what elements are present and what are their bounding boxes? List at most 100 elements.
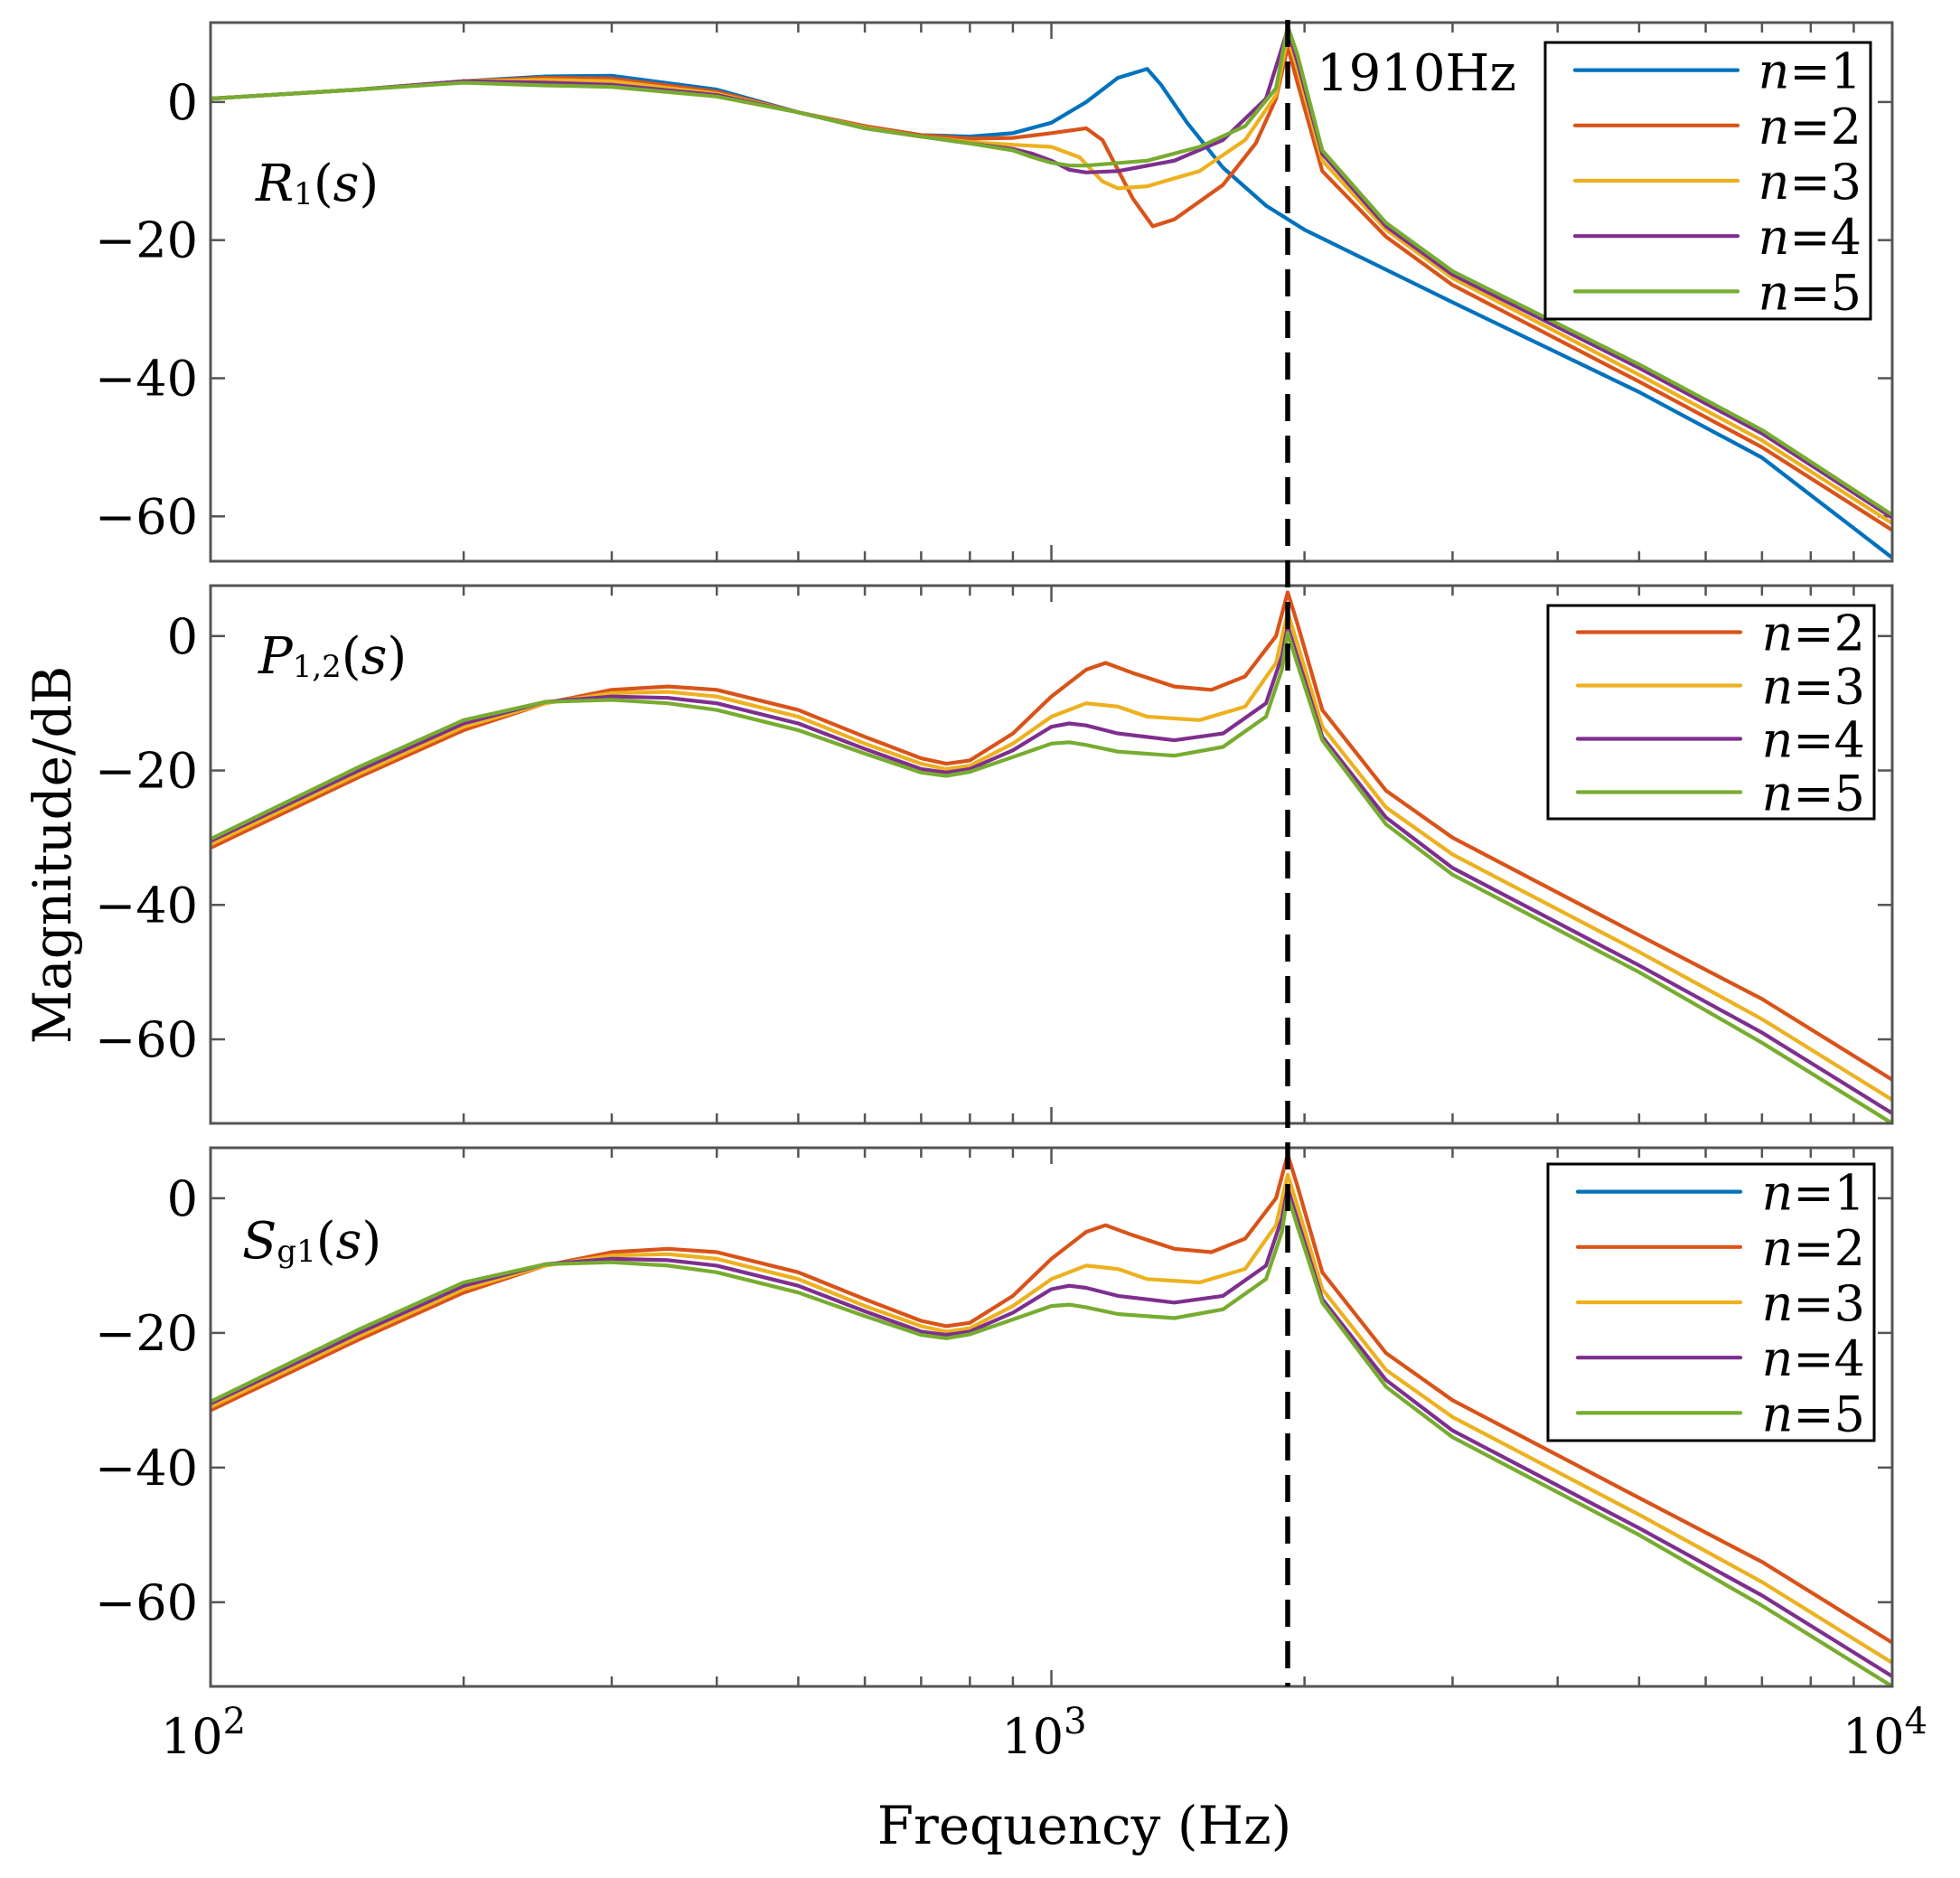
- panels-layer: 0−20−40−60R1(s)0−20−40−60P1,2(s)0−20−40−…: [95, 21, 1894, 1688]
- legend-label-n2: n=2: [1762, 1220, 1865, 1277]
- legend-label-n2: n=2: [1758, 99, 1862, 155]
- y-tick-label: 0: [167, 74, 198, 131]
- panel-label-paren-open: (: [342, 627, 361, 686]
- panel-label-paren-close: ): [359, 155, 379, 213]
- panel-frame: [209, 584, 1894, 1125]
- legend-label-n4: n=4: [1762, 712, 1865, 769]
- legend-label-var: n: [1758, 99, 1790, 155]
- legend-label-value: =3: [1793, 1275, 1865, 1332]
- series-group: [211, 23, 1892, 560]
- x-tick-exponent: 4: [1905, 1701, 1927, 1742]
- y-tick-label: −40: [95, 351, 198, 408]
- legend-label-value: =1: [1793, 1165, 1865, 1222]
- overlay-layer: n=1n=2n=3n=4n=5n=2n=3n=4n=5n=1n=2n=3n=4n…: [1317, 41, 1876, 1442]
- panel-label-var: s: [336, 1212, 362, 1271]
- y-tick-label: −20: [95, 743, 198, 800]
- x-tick-exponent: 2: [223, 1701, 246, 1742]
- legend-label-var: n: [1762, 659, 1794, 716]
- panel-label-var: s: [361, 627, 388, 686]
- legend-R1: n=1n=2n=3n=4n=5: [1543, 41, 1872, 321]
- x-axis-title: Frequency (Hz): [877, 1795, 1292, 1856]
- x-tick-base: 10: [1843, 1708, 1905, 1765]
- series-line-n2: [211, 1152, 1892, 1645]
- legend-label-var: n: [1758, 43, 1790, 100]
- x-tick-base: 10: [1001, 1708, 1064, 1765]
- series-line-n5: [211, 23, 1892, 517]
- y-tick-label: −60: [95, 1574, 198, 1631]
- series-line-n4: [211, 1186, 1892, 1678]
- legend-label-var: n: [1762, 1330, 1794, 1387]
- legend-label-value: =2: [1793, 1220, 1865, 1277]
- legend-label-var: n: [1762, 1275, 1794, 1332]
- legend-label-n4: n=4: [1758, 209, 1862, 266]
- panel-label-sub: 1: [294, 176, 314, 212]
- panel-label-paren-open: (: [316, 1212, 336, 1271]
- legend-label-n5: n=5: [1758, 264, 1862, 321]
- legend-label-n3: n=3: [1758, 154, 1862, 211]
- panel-label-main: S: [242, 1212, 277, 1271]
- y-tick-label: −20: [95, 212, 198, 269]
- y-tick-label: −40: [95, 1440, 198, 1497]
- legend-label-var: n: [1758, 154, 1790, 211]
- legend-label-var: n: [1758, 209, 1790, 266]
- legend-label-n1: n=1: [1758, 43, 1862, 100]
- legend-label-n5: n=5: [1762, 1385, 1865, 1442]
- x-axis: 102 103 104: [161, 1701, 1927, 1765]
- legend-label-value: =5: [1789, 264, 1862, 321]
- legend-label-value: =4: [1793, 712, 1865, 769]
- legend-P12: n=2n=3n=4n=5: [1546, 604, 1876, 822]
- legend-label-var: n: [1762, 1165, 1794, 1222]
- series-group: [211, 1152, 1892, 1686]
- legend-Sg1: n=1n=2n=3n=4n=5: [1546, 1162, 1876, 1442]
- series-line-n4: [211, 624, 1892, 1115]
- y-axis-title: Magnitude/dB: [22, 666, 83, 1044]
- legend-label-n5: n=5: [1762, 765, 1865, 822]
- series-line-n5: [211, 1193, 1892, 1686]
- y-tick-label: 0: [167, 1170, 198, 1227]
- legend-label-n3: n=3: [1762, 1275, 1865, 1332]
- legend-label-value: =5: [1793, 1385, 1865, 1442]
- legend-label-n2: n=2: [1762, 606, 1865, 662]
- legend-label-var: n: [1762, 1385, 1794, 1442]
- y-tick-label: −60: [95, 488, 198, 545]
- legend-label-var: n: [1762, 1220, 1794, 1277]
- panel-label-sub: 1,2: [293, 649, 342, 685]
- legend-label-value: =3: [1793, 659, 1865, 716]
- series-line-n3: [211, 34, 1892, 526]
- legend-label-value: =5: [1793, 765, 1865, 822]
- panel-label-main: P: [258, 627, 294, 686]
- resonance-annotation: 1910Hz: [1317, 44, 1516, 103]
- legend-label-var: n: [1762, 606, 1794, 662]
- legend-label-value: =2: [1793, 606, 1865, 662]
- series-group: [211, 590, 1892, 1123]
- legend-label-n1: n=1: [1762, 1165, 1865, 1222]
- legend-label-var: n: [1762, 712, 1794, 769]
- panel-label-paren-close: ): [387, 627, 407, 686]
- legend-label-value: =4: [1793, 1330, 1865, 1387]
- panel-label-paren-open: (: [314, 155, 333, 213]
- legend-label-n4: n=4: [1762, 1330, 1865, 1387]
- series-line-n3: [211, 610, 1892, 1103]
- panel-Sg1: 0 −20 −40 −60 Sg1(s): [95, 1146, 1894, 1688]
- series-line-n5: [211, 631, 1892, 1123]
- y-tick-label: 0: [167, 608, 198, 665]
- series-line-n1: [211, 67, 1892, 560]
- panel-label: P1,2(s): [258, 627, 407, 686]
- x-tick-base: 10: [161, 1708, 223, 1765]
- x-tick-label: 102: [161, 1701, 246, 1765]
- legend-label-var: n: [1758, 264, 1790, 321]
- panel-label: R1(s): [255, 155, 379, 213]
- series-line-n3: [211, 1172, 1892, 1665]
- x-tick-exponent: 3: [1064, 1701, 1086, 1742]
- legend-box: [1546, 604, 1876, 821]
- legend-label-value: =1: [1789, 43, 1862, 100]
- panel-label: Sg1(s): [242, 1212, 381, 1271]
- x-tick-label: 104: [1843, 1701, 1927, 1765]
- series-line-n2: [211, 590, 1892, 1082]
- panel-frame: [209, 1146, 1894, 1688]
- legend-label-var: n: [1762, 765, 1794, 822]
- panel-P12: 0 −20 −40 −60 P1,2(s): [95, 584, 1894, 1125]
- panel-label-var: s: [333, 155, 360, 213]
- panel-R1: 0 −20 −40 −60 R1(s): [95, 21, 1894, 563]
